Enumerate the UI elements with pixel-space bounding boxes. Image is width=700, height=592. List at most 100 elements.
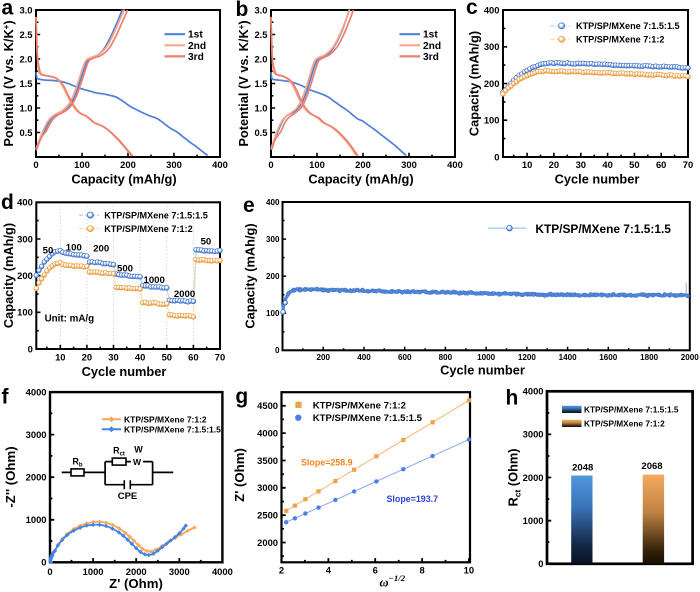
svg-text:50: 50 <box>43 246 54 257</box>
svg-text:0: 0 <box>494 151 499 162</box>
svg-text:0: 0 <box>28 343 33 354</box>
svg-text:2000: 2000 <box>174 289 195 300</box>
svg-text:KTP/SP/MXene 7:1.5:1.5: KTP/SP/MXene 7:1.5:1.5 <box>124 424 221 434</box>
svg-text:KTP/SP/MXene 7:1.5:1.5: KTP/SP/MXene 7:1.5:1.5 <box>535 222 671 236</box>
svg-text:20: 20 <box>549 159 559 170</box>
svg-text:Capacity (mAh/g): Capacity (mAh/g) <box>71 172 176 187</box>
svg-text:1000: 1000 <box>26 514 47 525</box>
svg-text:h: h <box>506 387 519 410</box>
svg-text:3500: 3500 <box>257 455 278 466</box>
svg-text:70: 70 <box>215 352 225 363</box>
svg-text:50: 50 <box>162 352 172 363</box>
svg-text:500: 500 <box>117 264 133 275</box>
svg-text:Cycle number: Cycle number <box>555 172 640 187</box>
svg-text:30: 30 <box>576 159 586 170</box>
svg-text:300: 300 <box>166 159 182 170</box>
svg-text:200: 200 <box>120 159 136 170</box>
svg-text:60: 60 <box>188 352 198 363</box>
svg-text:2.5: 2.5 <box>19 29 32 40</box>
svg-text:1.0: 1.0 <box>254 102 267 113</box>
svg-text:50: 50 <box>629 159 639 170</box>
svg-text:Capacity (mAh/g): Capacity (mAh/g) <box>1 223 16 328</box>
svg-text:100: 100 <box>17 307 33 318</box>
svg-text:4: 4 <box>326 565 332 576</box>
svg-text:4000: 4000 <box>257 427 278 438</box>
svg-text:3rd: 3rd <box>188 52 204 63</box>
svg-text:1.5: 1.5 <box>254 78 267 89</box>
svg-text:Slope=193.7: Slope=193.7 <box>387 494 439 504</box>
svg-text:40: 40 <box>135 352 145 363</box>
svg-text:300: 300 <box>401 159 417 170</box>
svg-text:KTP/SP/MXene 7:1:2: KTP/SP/MXene 7:1:2 <box>584 419 665 429</box>
svg-text:400: 400 <box>266 198 280 207</box>
svg-text:2.5: 2.5 <box>254 29 267 40</box>
svg-text:0: 0 <box>538 558 543 569</box>
svg-text:3000: 3000 <box>169 566 190 577</box>
svg-text:2068: 2068 <box>641 461 662 472</box>
svg-text:1.5: 1.5 <box>19 78 32 89</box>
svg-text:2000: 2000 <box>523 472 544 483</box>
svg-text:2500: 2500 <box>257 510 278 521</box>
svg-text:1000: 1000 <box>83 566 104 577</box>
svg-text:60: 60 <box>656 159 666 170</box>
svg-text:Z' (Ohm): Z' (Ohm) <box>109 576 163 591</box>
svg-text:100: 100 <box>309 159 325 170</box>
svg-text:a: a <box>2 0 14 19</box>
svg-text:200: 200 <box>484 78 500 89</box>
svg-text:400: 400 <box>484 4 500 15</box>
svg-text:300: 300 <box>484 41 500 52</box>
svg-text:600: 600 <box>398 353 412 362</box>
svg-text:400: 400 <box>447 159 463 170</box>
svg-text:2.0: 2.0 <box>19 53 32 64</box>
svg-text:Unit: mA/g: Unit: mA/g <box>45 313 95 324</box>
svg-text:2nd: 2nd <box>423 41 441 52</box>
svg-text:100: 100 <box>266 309 280 318</box>
svg-text:0: 0 <box>47 566 52 577</box>
svg-text:10: 10 <box>464 565 474 576</box>
svg-text:Slope=258.9: Slope=258.9 <box>301 458 353 468</box>
svg-text:CPE: CPE <box>118 491 138 502</box>
svg-text:3.0: 3.0 <box>254 4 267 15</box>
svg-text:200: 200 <box>316 353 330 362</box>
svg-text:200: 200 <box>355 159 371 170</box>
svg-text:d: d <box>1 191 14 214</box>
svg-text:40: 40 <box>602 159 612 170</box>
svg-text:KTP/SP/MXene 7:1:2: KTP/SP/MXene 7:1:2 <box>104 224 192 234</box>
svg-text:1st: 1st <box>423 30 438 41</box>
svg-text:30: 30 <box>108 352 118 363</box>
svg-text:Z' (Ohm): Z' (Ohm) <box>232 448 247 502</box>
svg-text:1200: 1200 <box>518 353 537 362</box>
svg-text:1600: 1600 <box>599 353 618 362</box>
svg-text:W: W <box>134 445 143 455</box>
svg-text:Potential (V vs. K/K+): Potential (V vs. K/K+) <box>1 20 16 146</box>
svg-text:400: 400 <box>212 159 228 170</box>
svg-text:3rd: 3rd <box>423 52 439 63</box>
svg-text:e: e <box>243 194 255 217</box>
svg-text:4000: 4000 <box>523 386 544 397</box>
svg-text:300: 300 <box>266 235 280 244</box>
svg-text:2000: 2000 <box>26 472 47 483</box>
svg-text:1400: 1400 <box>559 353 578 362</box>
svg-text:800: 800 <box>439 353 453 362</box>
svg-text:4000: 4000 <box>26 386 47 397</box>
svg-text:-Z'' (Ohm): -Z'' (Ohm) <box>3 446 18 507</box>
svg-text:c: c <box>466 0 478 19</box>
svg-text:0: 0 <box>275 346 280 355</box>
svg-text:3.0: 3.0 <box>19 4 32 15</box>
svg-text:Rb: Rb <box>72 457 83 469</box>
svg-text:KTP/SP/MXene 7:1.5:1.5: KTP/SP/MXene 7:1.5:1.5 <box>313 413 423 424</box>
svg-text:0.5: 0.5 <box>19 127 32 138</box>
svg-text:KTP/SP/MXene 7:1.5:1.5: KTP/SP/MXene 7:1.5:1.5 <box>104 211 208 221</box>
svg-text:Potential (V vs. K/K+): Potential (V vs. K/K+) <box>236 20 251 146</box>
svg-text:2000: 2000 <box>126 566 147 577</box>
svg-text:Capacity (mAh/g): Capacity (mAh/g) <box>467 31 482 136</box>
svg-text:4000: 4000 <box>212 566 233 577</box>
svg-text:1.0: 1.0 <box>19 102 32 113</box>
svg-text:400: 400 <box>357 353 371 362</box>
svg-text:Rct (Ohm): Rct (Ohm) <box>506 448 523 506</box>
svg-text:10: 10 <box>55 352 65 363</box>
svg-text:Capacity (mAh/g): Capacity (mAh/g) <box>243 223 258 328</box>
svg-text:20: 20 <box>82 352 92 363</box>
svg-text:400: 400 <box>17 197 33 208</box>
svg-text:2048: 2048 <box>572 462 593 473</box>
